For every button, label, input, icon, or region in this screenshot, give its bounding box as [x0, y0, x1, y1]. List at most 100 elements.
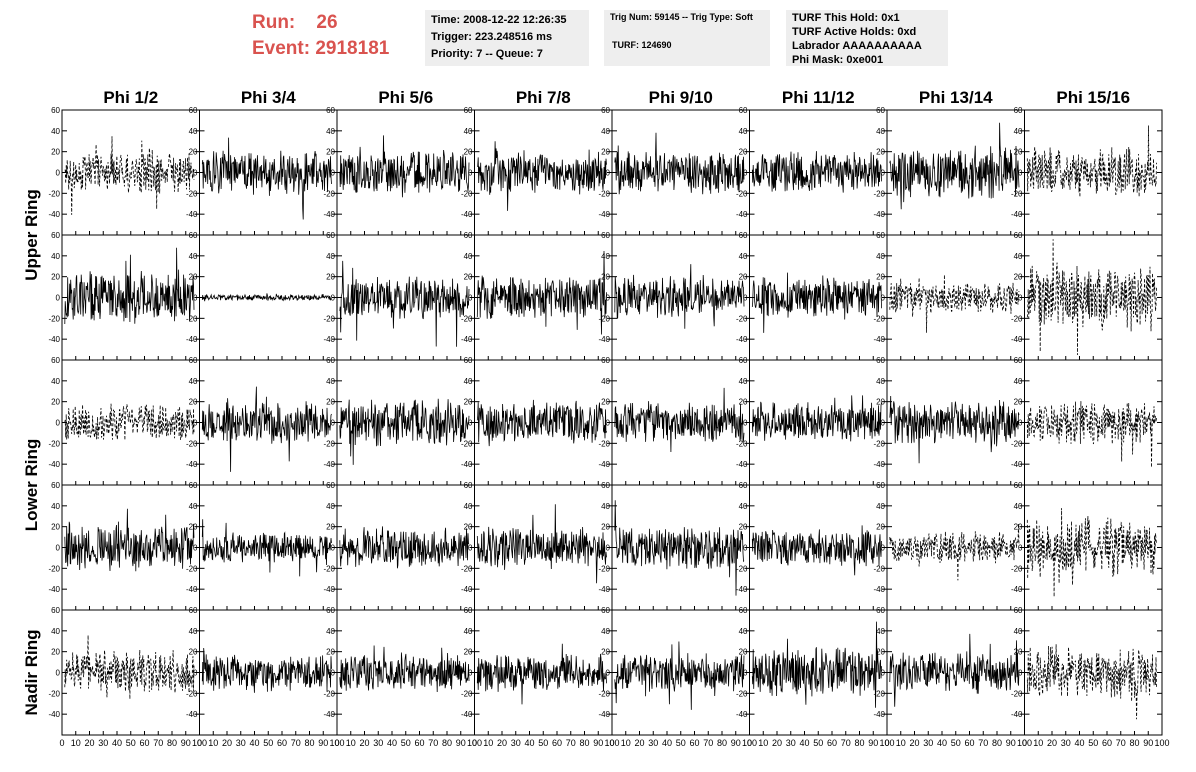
x-tick-label: 100 [1154, 738, 1169, 748]
y-tick-label: 40 [326, 377, 335, 386]
y-tick-label: -40 [186, 585, 198, 594]
waveform-trace [1026, 125, 1157, 198]
x-tick-label: 30 [648, 738, 658, 748]
column-title: Phi 3/4 [241, 88, 296, 107]
y-tick-label: 60 [189, 606, 198, 615]
y-tick-label: 0 [331, 544, 336, 553]
waveform-trace [476, 643, 607, 705]
y-tick-label: 0 [606, 294, 611, 303]
y-tick-label: 20 [326, 523, 335, 532]
x-tick-label: 10 [1033, 738, 1043, 748]
ring-label: Lower Ring [22, 439, 41, 532]
y-tick-label: 0 [468, 169, 473, 178]
y-tick-label: 60 [876, 231, 885, 240]
x-tick-label: 90 [181, 738, 191, 748]
y-tick-label: 40 [464, 502, 473, 511]
y-tick-label: 20 [876, 148, 885, 157]
x-tick-label: 50 [126, 738, 136, 748]
y-tick-label: 0 [56, 544, 61, 553]
y-tick-label: -40 [736, 710, 748, 719]
y-tick-label: 0 [881, 169, 886, 178]
y-tick-label: 20 [464, 648, 473, 657]
panel-frame [1024, 359, 1163, 486]
y-tick-label: 60 [739, 606, 748, 615]
y-tick-label: -20 [323, 439, 335, 448]
y-tick-label: 60 [876, 481, 885, 490]
column-title: Phi 1/2 [103, 88, 158, 107]
x-tick-label: 100 [742, 738, 757, 748]
waveform-trace [614, 132, 745, 195]
waveform-trace [201, 519, 332, 577]
y-tick-label: 40 [739, 627, 748, 636]
y-tick-label: 40 [51, 252, 60, 261]
y-tick-label: -20 [598, 564, 610, 573]
y-tick-label: -40 [598, 460, 610, 469]
x-tick-label: 100 [192, 738, 207, 748]
waveform-trace [889, 122, 1020, 210]
y-tick-label: 60 [876, 106, 885, 115]
x-tick-label: 10 [71, 738, 81, 748]
y-tick-label: 40 [876, 502, 885, 511]
run-label: Run: [252, 12, 296, 33]
y-tick-label: -40 [1011, 460, 1023, 469]
x-tick-label: 40 [524, 738, 534, 748]
y-tick-label: -20 [1011, 689, 1023, 698]
waveform-trace [614, 641, 745, 710]
y-tick-label: 0 [1018, 294, 1023, 303]
x-tick-label: 60 [827, 738, 837, 748]
x-tick-label: 10 [621, 738, 631, 748]
y-tick-label: -20 [461, 189, 473, 198]
x-tick-label: 10 [208, 738, 218, 748]
x-tick-label: 60 [414, 738, 424, 748]
panel-frame [61, 609, 200, 736]
y-tick-label: 60 [601, 606, 610, 615]
y-tick-label: 60 [739, 106, 748, 115]
y-tick-label: -40 [598, 585, 610, 594]
x-tick-label: 30 [373, 738, 383, 748]
x-tick-label: 90 [456, 738, 466, 748]
time-text: Time: 2008-12-22 12:26:35 [431, 14, 567, 26]
x-tick-label: 80 [854, 738, 864, 748]
waveform-trace [1026, 644, 1157, 720]
trigger-text: Trigger: 223.248516 ms [431, 31, 553, 43]
y-tick-label: 40 [739, 502, 748, 511]
x-tick-label: 30 [786, 738, 796, 748]
y-tick-label: 0 [331, 294, 336, 303]
y-tick-label: 0 [1018, 669, 1023, 678]
y-tick-label: 20 [51, 523, 60, 532]
y-tick-label: 20 [51, 273, 60, 282]
y-tick-label: 0 [56, 294, 61, 303]
y-tick-label: 40 [189, 127, 198, 136]
y-tick-label: -40 [323, 210, 335, 219]
y-tick-label: -40 [1011, 710, 1023, 719]
x-tick-label: 0 [1022, 738, 1027, 748]
x-tick-label: 20 [497, 738, 507, 748]
x-tick-label: 40 [387, 738, 397, 748]
y-tick-label: -20 [736, 189, 748, 198]
y-tick-label: 40 [601, 627, 610, 636]
y-tick-label: -40 [736, 210, 748, 219]
y-tick-label: 0 [193, 294, 198, 303]
waveform-trace [751, 621, 882, 708]
y-tick-label: -40 [461, 335, 473, 344]
ring-label: Nadir Ring [22, 630, 41, 716]
x-tick-label: 0 [472, 738, 477, 748]
x-tick-label: 70 [291, 738, 301, 748]
y-tick-label: 60 [1014, 481, 1023, 490]
y-tick-label: 0 [331, 669, 336, 678]
turf-info-box: TURF This Hold: 0x1 TURF Active Holds: 0… [786, 10, 948, 66]
y-tick-label: 20 [739, 273, 748, 282]
y-tick-label: 60 [326, 106, 335, 115]
y-tick-label: 60 [739, 231, 748, 240]
y-tick-label: 40 [876, 252, 885, 261]
x-tick-label: 70 [566, 738, 576, 748]
y-tick-label: 20 [876, 273, 885, 282]
y-tick-label: 20 [876, 648, 885, 657]
x-tick-label: 60 [689, 738, 699, 748]
y-tick-label: 40 [1014, 502, 1023, 511]
y-tick-label: -20 [461, 314, 473, 323]
x-tick-label: 30 [923, 738, 933, 748]
x-tick-label: 10 [483, 738, 493, 748]
y-tick-label: 40 [601, 377, 610, 386]
y-tick-label: 60 [326, 481, 335, 490]
